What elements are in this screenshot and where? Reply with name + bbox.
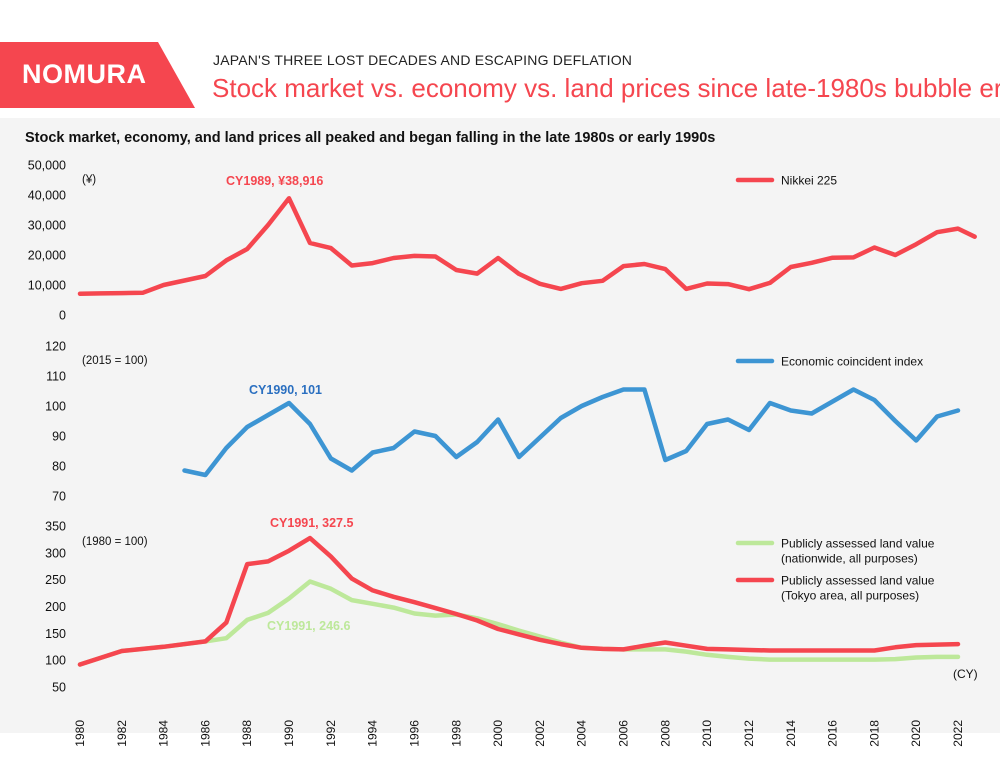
y-tick-label: 10,000	[28, 279, 66, 293]
x-tick-label: 2012	[742, 720, 756, 747]
y-tick-label: 350	[45, 520, 66, 534]
series-line	[77, 579, 961, 667]
chart-subtitle: Stock market, economy, and land prices a…	[25, 130, 716, 146]
headline-title: Stock market vs. economy vs. land prices…	[212, 73, 1000, 103]
y-tick-label: 110	[46, 370, 66, 384]
series-line	[77, 196, 977, 296]
x-tick-label: 1980	[73, 720, 87, 747]
nomura-logo: NOMURA	[22, 59, 147, 89]
legend-label: (nationwide, all purposes)	[781, 552, 918, 566]
x-tick-label: 1984	[157, 720, 171, 747]
x-tick-label: 2016	[826, 720, 840, 747]
peak-annotation: CY1991, 246.6	[267, 619, 350, 633]
y-tick-label: 30,000	[28, 219, 66, 233]
x-tick-label: 1990	[282, 720, 296, 747]
y-tick-label: 20,000	[28, 249, 66, 263]
series-line	[77, 535, 961, 667]
x-tick-label: 1982	[115, 720, 129, 747]
x-tick-label: 1988	[240, 720, 254, 747]
x-tick-label: 2022	[951, 720, 965, 747]
peak-annotation: CY1990, 101	[249, 383, 322, 397]
x-tick-label: 2018	[867, 720, 881, 747]
x-tick-label: 2002	[533, 720, 547, 747]
y-tick-label: 90	[52, 430, 66, 444]
x-tick-label: 1986	[198, 720, 212, 747]
x-tick-label: 1992	[324, 720, 338, 747]
x-tick-label: 2020	[909, 720, 923, 747]
legend-label: Publicly assessed land value	[781, 574, 935, 588]
unit-label: (2015 = 100)	[82, 355, 148, 367]
y-tick-label: 40,000	[28, 189, 66, 203]
unit-label: (1980 = 100)	[82, 536, 148, 548]
y-tick-label: 250	[45, 573, 66, 587]
x-tick-label: 1996	[407, 720, 421, 747]
unit-label: (¥)	[82, 174, 96, 186]
x-tick-label: 2004	[575, 720, 589, 747]
y-tick-label: 80	[52, 460, 66, 474]
legend-label: Publicly assessed land value	[781, 537, 935, 551]
x-tick-label: 2014	[784, 720, 798, 747]
y-tick-label: 50	[52, 681, 66, 695]
peak-annotation: CY1989, ¥38,916	[226, 174, 323, 188]
x-tick-label: 2008	[658, 720, 672, 747]
y-tick-label: 70	[52, 490, 66, 504]
y-tick-label: 150	[45, 627, 66, 641]
legend-label: Nikkei 225	[781, 174, 837, 188]
peak-annotation: CY1991, 327.5	[270, 516, 353, 530]
y-tick-label: 50,000	[28, 159, 66, 173]
x-axis-label: (CY)	[953, 667, 978, 681]
x-tick-label: 1994	[366, 720, 380, 747]
x-tick-label: 2010	[700, 720, 714, 747]
y-tick-label: 120	[45, 340, 66, 354]
y-tick-label: 100	[45, 400, 66, 414]
logo-band: NOMURA	[0, 42, 195, 108]
kicker-title: JAPAN'S THREE LOST DECADES AND ESCAPING …	[213, 52, 633, 68]
y-tick-label: 200	[45, 600, 66, 614]
legend-label: Economic coincident index	[781, 355, 923, 369]
y-tick-label: 0	[59, 309, 66, 323]
y-tick-label: 300	[45, 546, 66, 560]
y-tick-label: 100	[45, 654, 66, 668]
x-tick-label: 2000	[491, 720, 505, 747]
x-tick-label: 1998	[449, 720, 463, 747]
legend-label: (Tokyo area, all purposes)	[781, 589, 919, 603]
x-tick-label: 2006	[617, 720, 631, 747]
series-line	[182, 387, 961, 478]
